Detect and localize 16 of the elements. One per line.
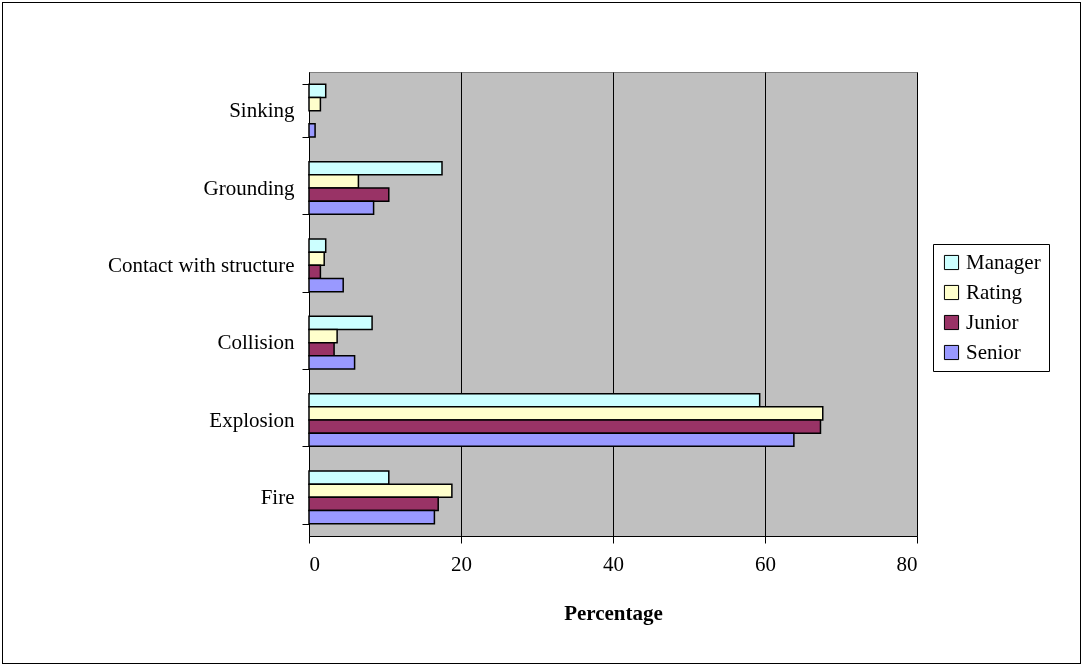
y-tick-label: Collision	[217, 330, 295, 355]
legend-label: Rating	[966, 279, 1023, 304]
x-tick-label: 60	[755, 551, 776, 576]
x-tick-label: 80	[896, 551, 918, 576]
legend-label: Senior	[966, 339, 1021, 364]
legend-label: Manager	[966, 249, 1041, 274]
y-tick-label: Fire	[260, 484, 295, 509]
y-tick-label: Explosion	[209, 407, 295, 432]
y-tick-label: Sinking	[229, 98, 295, 123]
y-tick-label: Contact with structure	[107, 252, 295, 277]
x-axis-title: Percentage	[564, 600, 663, 625]
legend-label: Junior	[966, 309, 1019, 334]
x-tick-label: 40	[603, 551, 624, 576]
y-tick-label: Grounding	[203, 175, 295, 200]
x-tick-label: 0	[309, 551, 320, 576]
x-tick-label: 20	[451, 551, 472, 576]
